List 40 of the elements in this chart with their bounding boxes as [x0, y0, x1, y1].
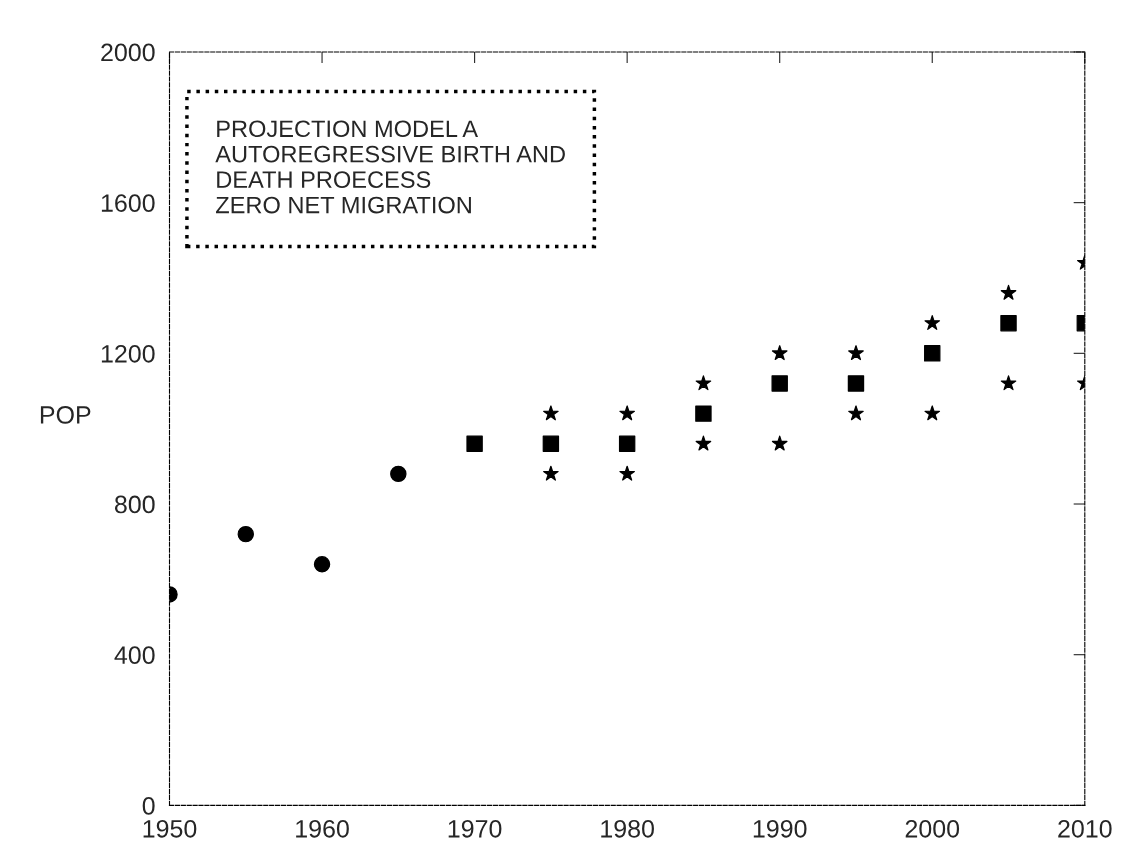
point [771, 345, 788, 361]
x-tick-label: 1980 [601, 819, 654, 838]
point [466, 435, 483, 452]
point [695, 435, 712, 451]
point [771, 375, 788, 392]
point [543, 465, 559, 481]
x-tick-label: 1970 [448, 819, 502, 838]
point [924, 314, 941, 330]
point [924, 405, 941, 421]
point [1000, 284, 1017, 300]
y-axis-title: POP [40, 406, 91, 424]
point [619, 405, 635, 421]
x-tick-label: 1960 [296, 819, 349, 838]
x-tick-label: 1990 [753, 819, 807, 838]
x-tick-label: 1950 [143, 819, 197, 838]
x-tick-label: 2000 [905, 819, 960, 838]
y-tick-label: 800 [114, 495, 155, 514]
point [619, 465, 635, 481]
y-tick-label: 1200 [101, 344, 155, 363]
y-tick-label: 0 [142, 796, 155, 815]
point [695, 405, 712, 422]
y-tick-label: 2000 [101, 43, 155, 62]
point [924, 345, 941, 362]
point [618, 435, 636, 452]
point [848, 345, 864, 361]
x-tick-label: 2010 [1058, 819, 1112, 838]
point [543, 405, 559, 421]
y-tick-label: 400 [114, 646, 155, 664]
y-tick-label: 1600 [101, 194, 155, 212]
point [542, 435, 560, 452]
point [847, 375, 865, 392]
annotation: PROJECTION MODEL A AUTOREGRESSIVE BIRTH AND DEATH PROECESS ZERO NET MIGRATION [215, 120, 565, 214]
point [313, 556, 331, 573]
point [695, 375, 712, 391]
point [390, 465, 407, 483]
point [771, 435, 788, 451]
point [237, 525, 254, 543]
point [1000, 314, 1017, 332]
point [848, 405, 864, 421]
point [1000, 375, 1017, 391]
